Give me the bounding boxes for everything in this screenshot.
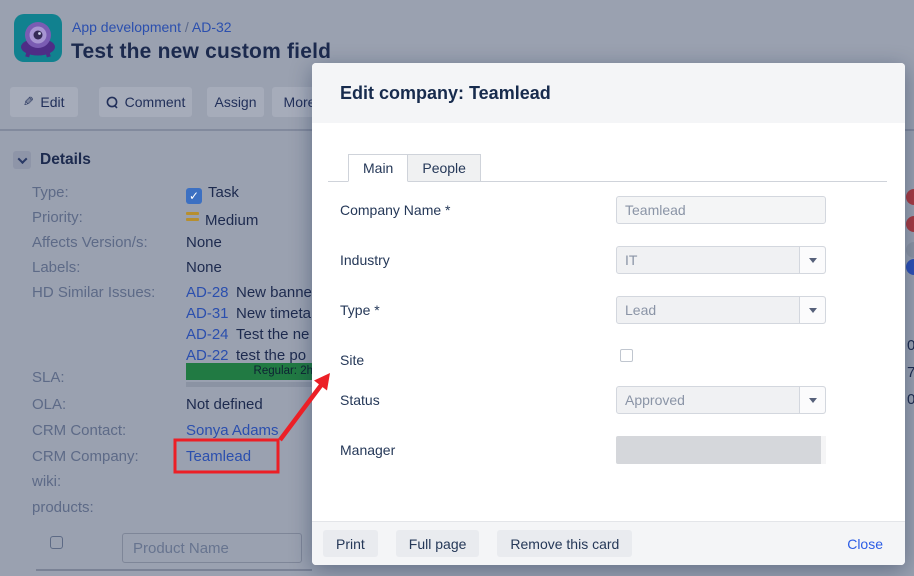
sla-progress-bar: Regular: 2h — [186, 363, 316, 380]
label-site: Site — [340, 352, 365, 368]
field-value-labels: None — [186, 259, 222, 276]
clipped-text: 0 — [907, 337, 914, 354]
label-industry: Industry — [340, 252, 390, 268]
clipped-text: 0 — [907, 391, 914, 408]
breadcrumb: App development / AD-32 — [72, 19, 232, 35]
edit-button[interactable]: ✎ Edit — [10, 87, 78, 117]
site-checkbox[interactable] — [620, 349, 633, 362]
similar-issue-row: AD-22 test the po — [186, 347, 307, 364]
company-name-input[interactable] — [616, 196, 826, 224]
dropdown-arrow-icon[interactable] — [799, 387, 825, 413]
field-label-sla: SLA: — [32, 369, 65, 386]
pencil-icon: ✎ — [23, 94, 35, 109]
collapse-chevron-icon[interactable] — [13, 151, 31, 169]
type-select-value: Lead — [625, 302, 657, 318]
field-label-affects: Affects Version/s: — [32, 234, 148, 251]
label-company-name: Company Name * — [340, 202, 451, 218]
issue-link[interactable]: AD-22 — [186, 347, 229, 364]
edit-button-label: Edit — [40, 94, 65, 110]
edit-company-dialog: Edit company: Teamlead Main People Compa… — [312, 63, 905, 565]
dialog-header: Edit company: Teamlead — [312, 63, 905, 123]
industry-select[interactable]: IT — [616, 246, 826, 274]
products-divider — [36, 569, 312, 571]
field-label-ola: OLA: — [32, 396, 67, 413]
close-link[interactable]: Close — [847, 535, 883, 552]
field-label-similar-issues: HD Similar Issues: — [32, 284, 156, 301]
field-label-type: Type: — [32, 184, 69, 201]
dialog-title: Edit company: Teamlead — [340, 82, 551, 103]
breadcrumb-separator: / — [184, 19, 189, 35]
product-checkbox[interactable] — [50, 536, 63, 549]
issue-title: Test the new custom field — [71, 40, 332, 63]
similar-issue-row: AD-24 Test the ne — [186, 326, 310, 343]
avatar — [906, 242, 914, 258]
avatar — [906, 216, 914, 232]
field-label-crm-contact: CRM Contact: — [32, 422, 127, 439]
tab-main[interactable]: Main — [348, 154, 409, 182]
tab-people[interactable]: People — [408, 154, 481, 182]
comment-bubble-icon — [106, 96, 118, 109]
alien-eye-icon — [21, 22, 55, 58]
clipped-text: 7 — [907, 364, 914, 381]
avatar — [906, 259, 914, 275]
label-manager: Manager — [340, 442, 396, 458]
avatar — [906, 189, 914, 205]
field-label-priority: Priority: — [32, 209, 83, 226]
full-page-button[interactable]: Full page — [395, 530, 480, 557]
breadcrumb-issue-link[interactable]: AD-32 — [191, 19, 232, 35]
dialog-tabbar: Main People — [328, 154, 887, 182]
issue-link[interactable]: AD-31 — [186, 305, 229, 322]
dropdown-arrow-icon[interactable] — [799, 297, 825, 323]
crm-contact-link[interactable]: Sonya Adams — [186, 422, 279, 439]
similar-issue-row: AD-31 New timeta — [186, 305, 312, 322]
priority-medium-icon — [186, 209, 199, 224]
manager-field-disabled — [616, 436, 826, 464]
field-value-type: ✓ Task — [186, 184, 239, 204]
field-value-priority: Medium — [186, 209, 258, 229]
details-section-header[interactable]: Details — [13, 151, 91, 169]
assign-button-label: Assign — [214, 94, 257, 110]
sla-progress-track — [186, 382, 316, 387]
more-button-label: More — [283, 94, 316, 110]
status-select[interactable]: Approved — [616, 386, 826, 414]
similar-issue-row: AD-28 New banne — [186, 284, 312, 301]
label-type: Type * — [340, 302, 380, 318]
field-label-crm-company: CRM Company: — [32, 448, 139, 465]
issue-link[interactable]: AD-28 — [186, 284, 229, 301]
field-label-products: products: — [32, 499, 94, 516]
print-button[interactable]: Print — [323, 530, 378, 557]
dialog-footer: Print Full page Remove this card Close — [312, 521, 905, 565]
assign-button[interactable]: Assign — [207, 87, 264, 117]
comment-button[interactable]: Comment — [99, 87, 192, 117]
field-value-affects: None — [186, 234, 222, 251]
details-title: Details — [40, 151, 91, 168]
label-status: Status — [340, 392, 380, 408]
field-label-labels: Labels: — [32, 259, 81, 276]
task-type-icon: ✓ — [186, 188, 202, 204]
remove-card-button[interactable]: Remove this card — [497, 530, 633, 557]
status-select-value: Approved — [625, 392, 685, 408]
field-label-wiki: wiki: — [32, 473, 62, 490]
dropdown-arrow-icon[interactable] — [799, 247, 825, 273]
comment-button-label: Comment — [124, 94, 186, 110]
field-value-ola: Not defined — [186, 396, 263, 413]
crm-company-link[interactable]: Teamlead — [186, 448, 252, 465]
type-select[interactable]: Lead — [616, 296, 826, 324]
industry-select-value: IT — [625, 252, 638, 268]
project-avatar — [14, 14, 62, 62]
issue-link[interactable]: AD-24 — [186, 326, 229, 343]
product-name-input[interactable] — [122, 533, 302, 563]
breadcrumb-project-link[interactable]: App development — [72, 19, 181, 35]
